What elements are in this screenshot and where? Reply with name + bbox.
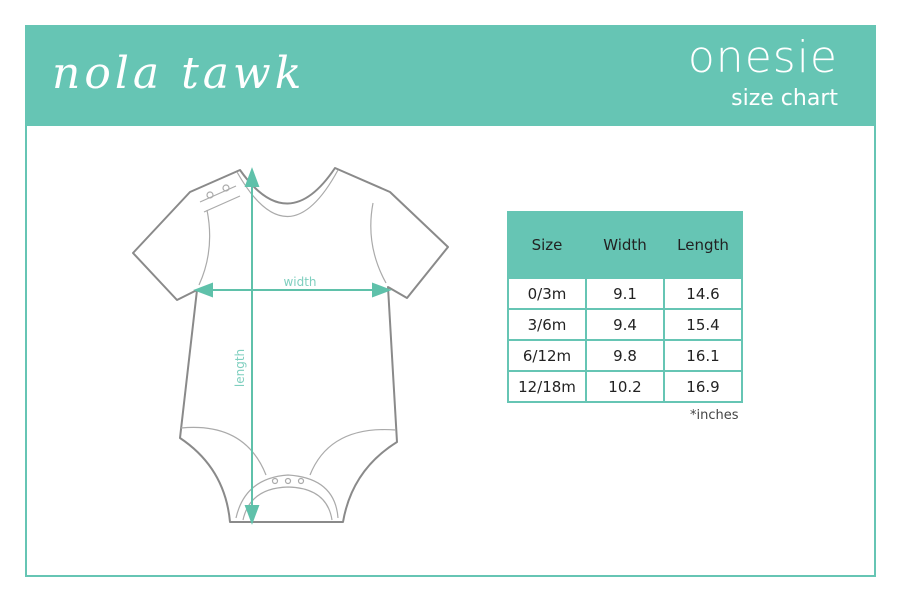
cell-width: 9.4 bbox=[585, 308, 665, 341]
measure-arrows bbox=[193, 167, 392, 525]
table-row: 12/18m 10.2 16.9 bbox=[507, 370, 743, 403]
width-label: width bbox=[283, 275, 316, 289]
brand-logo: nola tawk bbox=[52, 48, 306, 99]
table-row: 3/6m 9.4 15.4 bbox=[507, 308, 743, 341]
cell-size: 3/6m bbox=[507, 308, 587, 341]
onesie-outline bbox=[132, 167, 449, 523]
size-table: Size Width Length 0/3m 9.1 14.6 3/6m 9.4 15.… bbox=[507, 211, 743, 403]
length-label: length bbox=[233, 349, 247, 387]
units-note: *inches bbox=[690, 408, 739, 423]
arrow-head-left bbox=[193, 282, 213, 298]
column-header: Width bbox=[585, 211, 665, 279]
arrow-head-right bbox=[372, 282, 392, 298]
cell-size: 0/3m bbox=[507, 277, 587, 310]
cell-length: 15.4 bbox=[663, 308, 743, 341]
cell-length: 16.9 bbox=[663, 370, 743, 403]
onesie-trim bbox=[180, 169, 397, 521]
cell-width: 10.2 bbox=[585, 370, 665, 403]
cell-size: 12/18m bbox=[507, 370, 587, 403]
table-row: 6/12m 9.8 16.1 bbox=[507, 339, 743, 372]
table-row: 0/3m 9.1 14.6 bbox=[507, 277, 743, 310]
arrow-head-top bbox=[244, 167, 260, 187]
cell-width: 9.1 bbox=[585, 277, 665, 310]
cell-width: 9.8 bbox=[585, 339, 665, 372]
column-header: Length bbox=[663, 211, 743, 279]
arrow-head-bottom bbox=[244, 505, 260, 525]
page-subtitle: size chart bbox=[731, 86, 838, 111]
cell-length: 16.1 bbox=[663, 339, 743, 372]
header-banner bbox=[25, 25, 876, 126]
cell-size: 6/12m bbox=[507, 339, 587, 372]
page-title: onesie bbox=[687, 32, 838, 83]
column-header: Size bbox=[507, 211, 587, 279]
table-header-row: Size Width Length bbox=[507, 211, 743, 279]
cell-length: 14.6 bbox=[663, 277, 743, 310]
